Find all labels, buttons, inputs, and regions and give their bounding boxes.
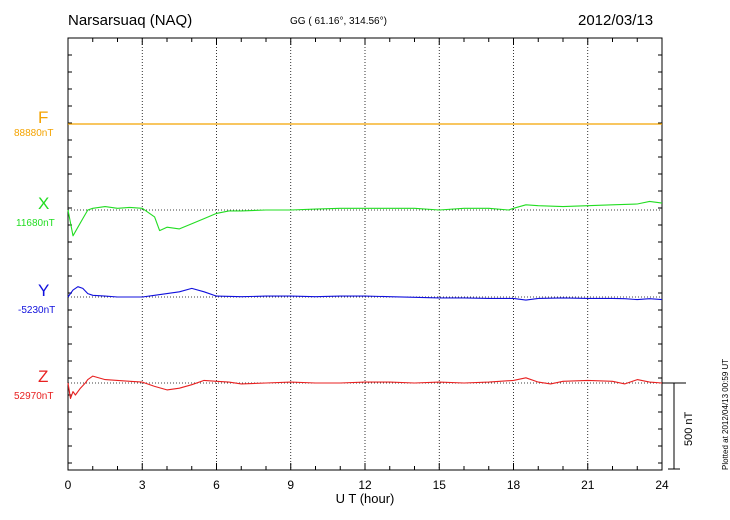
x-tick-label: 12 — [358, 478, 372, 492]
baseline-X: 11680nT — [16, 218, 55, 229]
series-line-Z — [67, 375, 663, 400]
x-tick-label: 6 — [213, 478, 220, 492]
label-F: F — [38, 108, 49, 127]
station-title: Narsarsuaq (NAQ) — [68, 12, 193, 29]
geographic-coordinates: GG ( 61.16°, 314.56°) — [290, 16, 387, 27]
x-tick-label: 21 — [581, 478, 595, 492]
plot-date: 2012/03/13 — [578, 12, 654, 29]
series-line-Y — [67, 286, 663, 301]
label-Y: Y — [38, 281, 50, 300]
x-axis-label: U T (hour) — [336, 491, 395, 506]
x-tick-label: 24 — [655, 478, 669, 492]
baseline-Y: -5230nT — [18, 305, 56, 316]
x-tick-label: 18 — [507, 478, 521, 492]
scale-bar-label: 500 nT — [683, 411, 695, 446]
baseline-F: 88880nT — [14, 128, 54, 139]
series-line-X — [67, 200, 663, 237]
x-tick-label: 0 — [65, 478, 72, 492]
label-Z: Z — [38, 367, 49, 386]
x-tick-label: 9 — [287, 478, 294, 492]
baseline-Z: 52970nT — [14, 391, 54, 402]
x-tick-label: 3 — [139, 478, 146, 492]
label-X: X — [38, 194, 50, 213]
x-tick-label: 15 — [433, 478, 447, 492]
